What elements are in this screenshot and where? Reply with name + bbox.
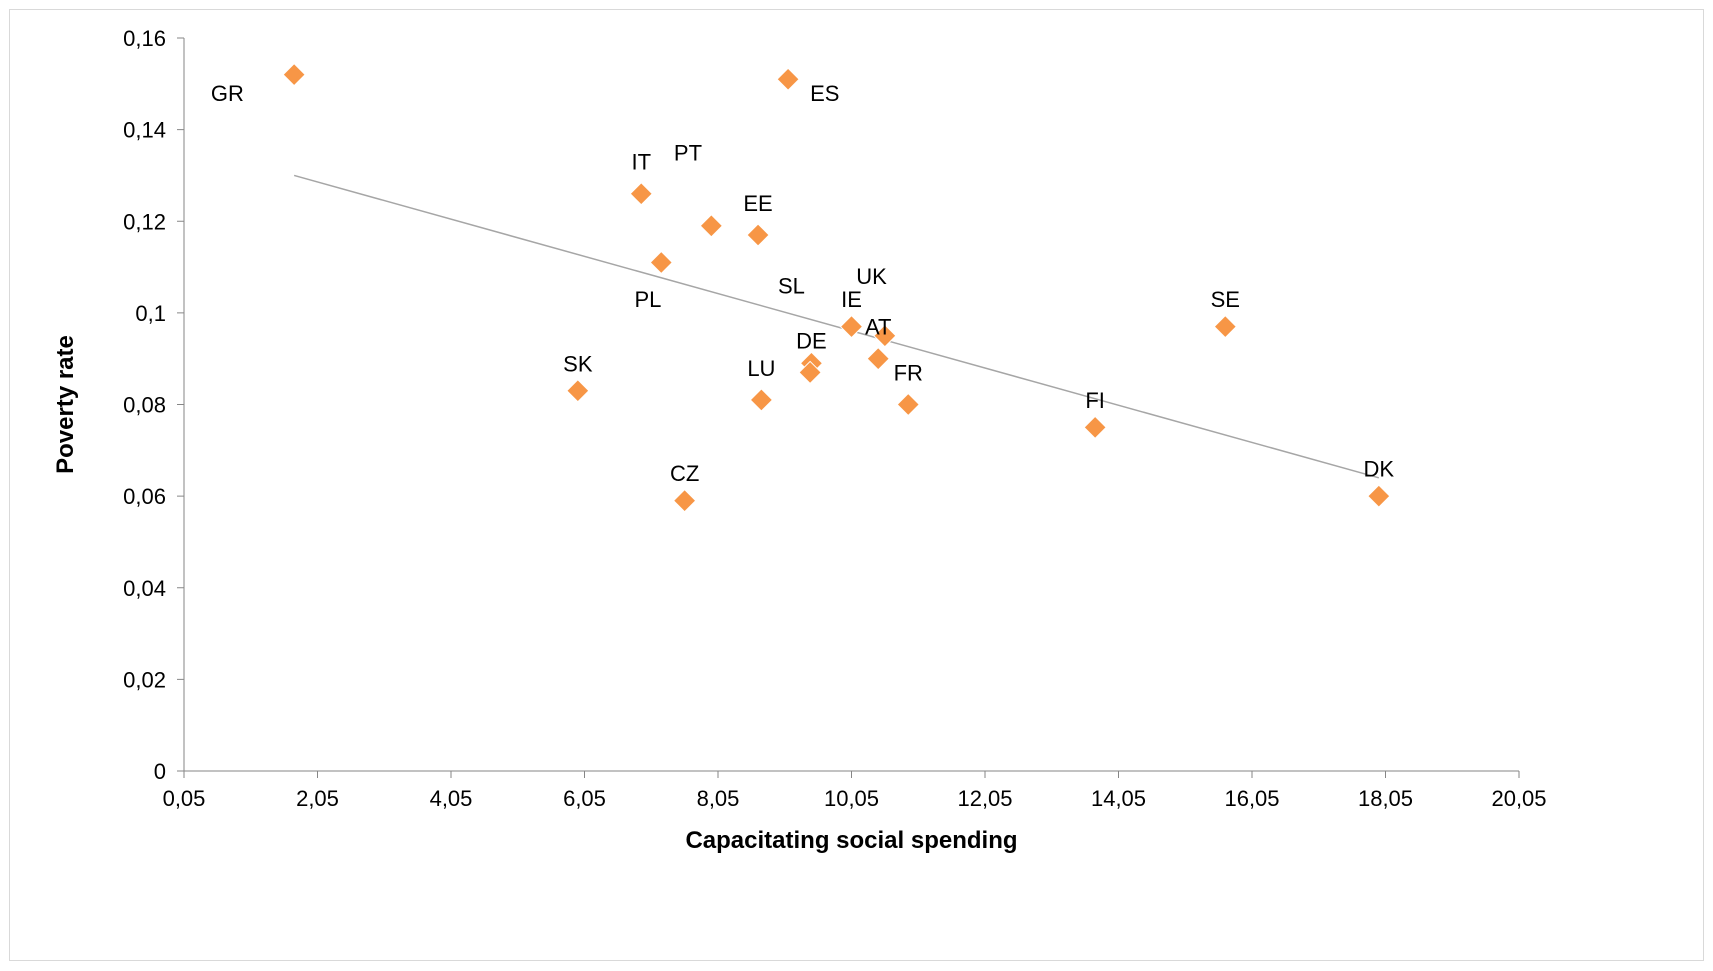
y-tick-label: 0,02: [123, 667, 166, 692]
x-tick-label: 2,05: [296, 786, 339, 811]
point-label: CZ: [670, 461, 699, 486]
data-point: [1367, 484, 1391, 508]
data-point: [282, 62, 306, 87]
x-tick-label: 0,05: [163, 786, 206, 811]
x-tick-label: 6,05: [563, 786, 606, 811]
data-point: [672, 488, 697, 513]
axes: 0,05 2,05 4,05 6,05 8,05 10,05 12,05 14,05 16,05…: [123, 26, 1546, 811]
point-label: PT: [674, 141, 702, 166]
data-point: [896, 392, 920, 417]
y-tick-label: 0,16: [123, 26, 166, 51]
y-tick-label: 0,1: [135, 301, 166, 326]
data-point: [566, 379, 590, 403]
data-point: [649, 250, 673, 275]
scatter-chart: 0,05 2,05 4,05 6,05 8,05 10,05 12,05 14,05 16,05…: [52, 26, 1547, 854]
data-point: [798, 360, 822, 385]
chart-frame: 0,05 2,05 4,05 6,05 8,05 10,05 12,05 14,05 16,05…: [9, 9, 1704, 961]
x-tick-label: 18,05: [1358, 786, 1413, 811]
point-label: IE: [841, 287, 862, 312]
y-tick-label: 0,14: [123, 118, 166, 143]
data-point: [1083, 415, 1107, 440]
data-point: [839, 314, 864, 339]
data-point: [699, 214, 724, 238]
point-label: EE: [743, 191, 772, 216]
point-label: GR: [211, 81, 244, 106]
trendline-line: [293, 174, 1380, 479]
point-label: DE: [796, 328, 827, 353]
point-label: IT: [631, 150, 651, 175]
data-point: [746, 223, 770, 247]
y-tick-label: 0: [154, 759, 166, 784]
y-tick-label: 0,04: [123, 576, 166, 601]
point-label: AT: [865, 315, 891, 340]
point-label: SK: [563, 351, 593, 376]
x-tick-label: 16,05: [1224, 786, 1279, 811]
x-tick-label: 4,05: [430, 786, 473, 811]
point-label: FR: [894, 360, 923, 385]
data-points: [282, 62, 1391, 513]
trendline: [293, 174, 1380, 479]
x-tick-label: 10,05: [824, 786, 879, 811]
point-label: PL: [634, 287, 661, 312]
point-label: UK: [856, 264, 887, 289]
data-point: [1213, 314, 1238, 339]
data-point: [749, 388, 774, 412]
x-axis-title: Capacitating social spending: [685, 827, 1017, 854]
data-point: [629, 182, 653, 206]
data-point: [776, 67, 800, 91]
point-label: FI: [1085, 388, 1105, 413]
y-tick-label: 0,12: [123, 209, 166, 234]
y-axis-title: Poverty rate: [52, 335, 79, 474]
data-point: [866, 346, 890, 371]
point-label: SL: [778, 273, 805, 298]
data-point: [873, 324, 897, 348]
x-tick-label: 14,05: [1091, 786, 1146, 811]
y-tick-label: 0,06: [123, 484, 166, 509]
y-tick-label: 0,08: [123, 393, 166, 418]
x-tick-label: 20,05: [1491, 786, 1546, 811]
point-label: LU: [747, 356, 775, 381]
x-tick-label: 8,05: [697, 786, 740, 811]
point-label: SE: [1211, 287, 1240, 312]
point-label: ES: [810, 81, 839, 106]
x-tick-label: 12,05: [957, 786, 1012, 811]
point-label: DK: [1364, 457, 1395, 482]
